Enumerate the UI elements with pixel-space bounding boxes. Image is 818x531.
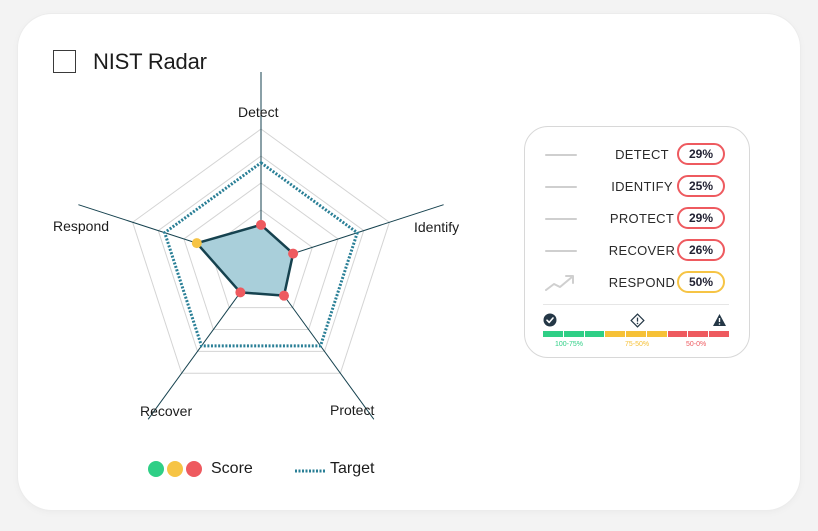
legend-row-protect[interactable]: PROTECT 29% bbox=[525, 207, 751, 231]
score-point-detect bbox=[256, 219, 266, 230]
scale-segment bbox=[688, 331, 709, 337]
legend-name: RESPOND bbox=[608, 275, 676, 290]
scale-segment bbox=[667, 331, 688, 337]
scale-segment bbox=[646, 331, 667, 337]
legend-row-respond[interactable]: RESPOND 50% bbox=[525, 271, 751, 295]
grid-ring bbox=[183, 182, 339, 331]
legend-row-detect[interactable]: DETECT 29% bbox=[525, 143, 751, 167]
grid-ring bbox=[157, 155, 365, 352]
scale-segment bbox=[626, 331, 646, 337]
axis-label-respond: Respond bbox=[53, 218, 110, 234]
select-checkbox[interactable] bbox=[53, 50, 76, 73]
target-line-icon bbox=[295, 469, 325, 473]
axis-label-recover: Recover bbox=[140, 403, 193, 419]
score-points bbox=[191, 219, 299, 301]
widget-title: NIST Radar bbox=[93, 49, 207, 74]
legend-name: DETECT bbox=[615, 147, 669, 162]
score-badge: 29% bbox=[677, 207, 725, 229]
legend-score-label: Score bbox=[211, 460, 253, 477]
legend-divider bbox=[543, 304, 729, 305]
score-point-recover bbox=[235, 287, 246, 298]
line-icon bbox=[545, 250, 577, 252]
score-dot-red bbox=[186, 461, 202, 477]
scale-segment bbox=[584, 331, 605, 337]
legend-name: PROTECT bbox=[609, 211, 675, 226]
alert-triangle-icon bbox=[713, 314, 726, 326]
score-legend-panel: DETECT 29% IDENTIFY 25% PROTECT 29% RECO… bbox=[524, 126, 750, 358]
score-series bbox=[195, 223, 295, 297]
line-icon bbox=[545, 154, 577, 156]
score-badge: 25% bbox=[677, 175, 725, 197]
legend-row-recover[interactable]: RECOVER 26% bbox=[525, 239, 751, 263]
score-point-protect bbox=[279, 290, 290, 301]
status-scale-bar bbox=[543, 331, 730, 337]
legend-target-label: Target bbox=[330, 460, 375, 477]
score-dot-yellow bbox=[167, 461, 183, 477]
legend-name: IDENTIFY bbox=[611, 179, 673, 194]
scale-label-high: 100-75% bbox=[555, 341, 584, 348]
scale-label-low: 50-0% bbox=[686, 341, 707, 348]
axis-label-protect: Protect bbox=[330, 402, 375, 418]
scale-segment bbox=[543, 331, 563, 337]
score-point-respond bbox=[191, 238, 202, 249]
score-badge: 26% bbox=[677, 239, 725, 261]
grid-ring bbox=[132, 128, 390, 374]
score-badge: 50% bbox=[677, 271, 725, 293]
line-icon bbox=[545, 186, 577, 188]
check-circle-icon bbox=[543, 313, 557, 327]
target-polygon bbox=[162, 160, 360, 348]
warning-diamond-icon bbox=[630, 313, 645, 328]
trend-up-icon bbox=[545, 275, 574, 291]
target-series bbox=[162, 160, 360, 348]
score-polygon bbox=[195, 223, 295, 297]
scale-segment bbox=[709, 331, 730, 337]
legend-row-identify[interactable]: IDENTIFY 25% bbox=[525, 175, 751, 199]
score-point-identify bbox=[288, 248, 299, 259]
line-icon bbox=[545, 218, 577, 220]
score-badge: 29% bbox=[677, 143, 725, 165]
legend-name: RECOVER bbox=[608, 243, 676, 258]
axis-label-detect: Detect bbox=[238, 104, 279, 120]
score-dot-green bbox=[148, 461, 164, 477]
radar-grid bbox=[132, 128, 390, 374]
axis-label-identify: Identify bbox=[414, 219, 460, 235]
scale-label-mid: 75-50% bbox=[625, 341, 650, 348]
scale-segment bbox=[605, 331, 626, 337]
scale-segment bbox=[563, 331, 584, 337]
